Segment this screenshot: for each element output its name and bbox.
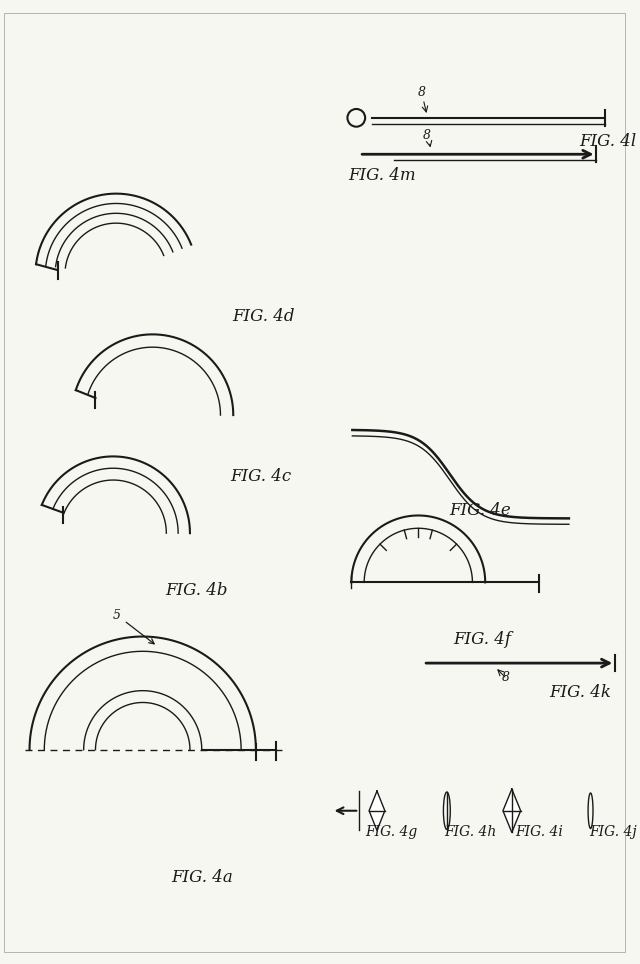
Text: 5: 5: [113, 609, 154, 644]
Text: FIG. 4g: FIG. 4g: [365, 825, 418, 840]
Text: 8: 8: [423, 129, 431, 143]
Text: FIG. 4f: FIG. 4f: [453, 631, 511, 648]
Text: FIG. 4b: FIG. 4b: [166, 581, 228, 599]
Text: FIG. 4k: FIG. 4k: [550, 684, 612, 701]
Polygon shape: [503, 790, 521, 832]
Text: 8: 8: [502, 671, 510, 683]
Text: FIG. 4h: FIG. 4h: [444, 825, 497, 840]
Text: FIG. 4l: FIG. 4l: [580, 133, 637, 150]
Text: FIG. 4c: FIG. 4c: [230, 468, 291, 485]
Text: FIG. 4a: FIG. 4a: [171, 870, 233, 886]
Polygon shape: [369, 791, 385, 830]
Text: FIG. 4d: FIG. 4d: [232, 308, 295, 325]
Text: 8: 8: [417, 86, 426, 99]
Text: FIG. 4m: FIG. 4m: [348, 168, 416, 184]
Text: FIG. 4e: FIG. 4e: [449, 502, 511, 519]
Text: FIG. 4i: FIG. 4i: [515, 825, 563, 840]
Text: FIG. 4j: FIG. 4j: [589, 825, 637, 840]
